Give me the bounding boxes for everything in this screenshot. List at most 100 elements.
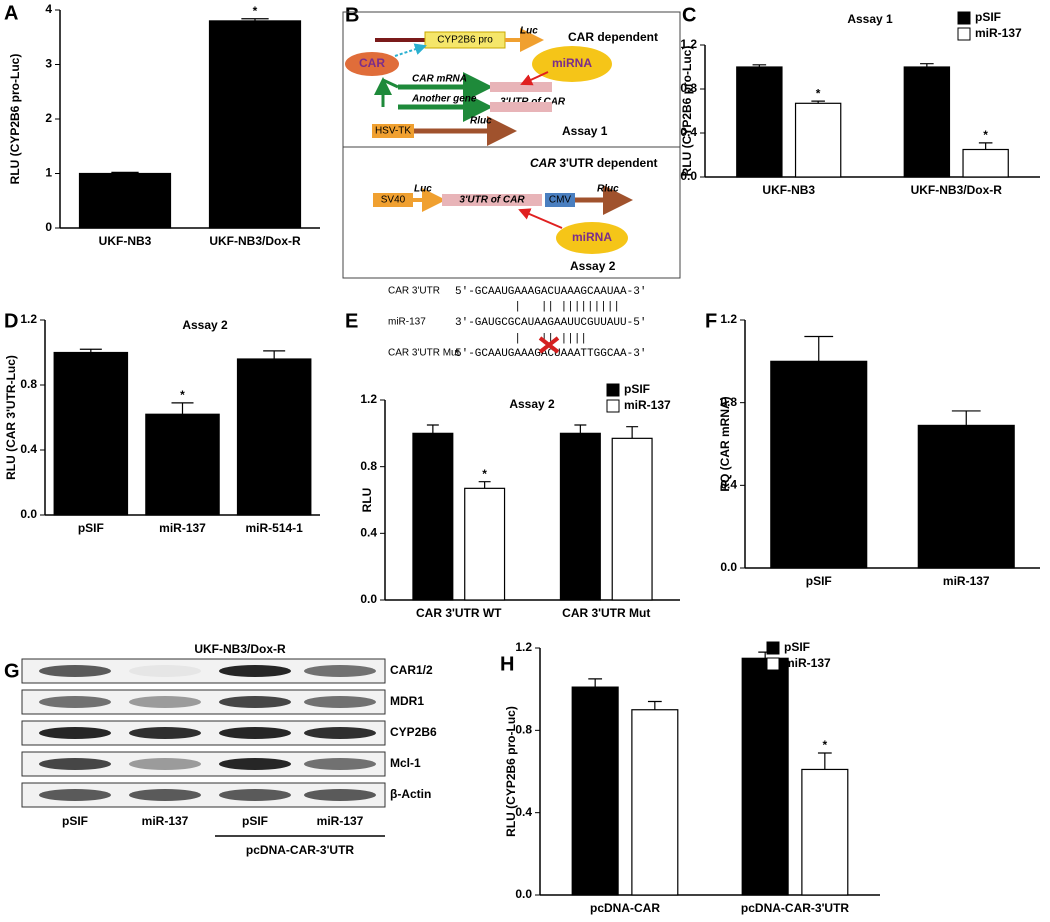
label: Rluc: [597, 184, 619, 195]
y-tick-label: 0.4: [515, 805, 532, 819]
protein-label: CYP2B6: [390, 725, 437, 739]
y-tick-label: 3: [45, 57, 52, 71]
error-bar: [626, 426, 639, 439]
arrow: [518, 208, 563, 229]
bar: [611, 437, 653, 601]
chart-title: Assay 2: [182, 318, 228, 332]
band: [304, 758, 376, 770]
x-tick-label: UKF-NB3: [99, 234, 152, 248]
significance: *: [180, 388, 185, 402]
band: [39, 789, 111, 801]
y-tick-label: 0.8: [680, 81, 697, 95]
x-tick-label: UKF-NB3: [762, 183, 815, 197]
band: [304, 665, 376, 677]
bar: [208, 20, 302, 229]
promoter: [373, 193, 413, 207]
error-bar: [817, 752, 832, 770]
bar: [464, 487, 506, 601]
band: [129, 789, 201, 801]
label: CAR: [530, 156, 556, 170]
legend-swatch: [957, 11, 971, 25]
panel-letter: D: [4, 310, 18, 332]
y-tick-label: 1.2: [680, 37, 697, 51]
band: [304, 789, 376, 801]
panel-letter: G: [4, 660, 20, 682]
diagram-b: B CYP2B6 pro Luc CAR dependent CAR miRNA…: [342, 4, 681, 279]
lane-label: pSIF: [242, 814, 268, 828]
error-bar: [804, 335, 834, 362]
band: [219, 758, 291, 770]
error-bar: [752, 64, 767, 67]
band: [219, 696, 291, 708]
y-tick-label: 0.0: [515, 887, 532, 901]
bar: [559, 432, 601, 601]
y-tick-label: 1.2: [20, 312, 37, 326]
bar: [78, 172, 172, 229]
label: Luc: [414, 184, 432, 195]
y-tick-label: 0.4: [20, 442, 37, 456]
error-bar: [978, 142, 993, 150]
legend-swatch: [606, 399, 620, 413]
error-bar: [588, 678, 603, 688]
label: CMV: [549, 195, 572, 206]
bar: [236, 358, 312, 516]
error-bar: [951, 410, 981, 426]
band: [39, 696, 111, 708]
bar: [571, 686, 619, 896]
band: [129, 696, 201, 708]
significance: *: [253, 4, 258, 18]
bar: [736, 66, 783, 178]
group-label: pcDNA-CAR-3'UTR: [246, 843, 355, 857]
lane-label: pSIF: [62, 814, 88, 828]
promoter: [545, 193, 575, 207]
error-bar: [111, 171, 139, 174]
utr: [442, 194, 542, 206]
bar: [770, 360, 868, 569]
diagram-frame: [342, 11, 681, 279]
bar: [53, 351, 129, 516]
band: [39, 758, 111, 770]
bar: [801, 768, 849, 896]
bar: [917, 424, 1015, 569]
utr: [490, 82, 552, 92]
blot-title: UKF-NB3/Dox-R: [194, 642, 286, 656]
band: [219, 727, 291, 739]
y-tick-label: 1: [45, 166, 52, 180]
y-tick-label: 1.2: [720, 312, 737, 326]
error-bar: [647, 700, 662, 710]
error-bar: [574, 424, 587, 434]
label: Assay 2: [570, 259, 616, 273]
y-tick-label: 0.8: [515, 723, 532, 737]
arrow: [394, 43, 427, 57]
significance: *: [822, 738, 827, 752]
label: Rluc: [470, 116, 492, 127]
y-tick-label: 0: [45, 220, 52, 234]
band: [219, 665, 291, 677]
error-bar: [478, 481, 491, 489]
protein-label: β-Actin: [390, 787, 431, 801]
y-tick-label: 0.0: [720, 560, 737, 574]
label: SV40: [381, 195, 406, 206]
y-tick-label: 4: [45, 2, 52, 16]
label: Luc: [520, 26, 538, 37]
sequence-label: miR-137: [388, 317, 426, 328]
protein-label: Mcl-1: [390, 756, 421, 770]
bar: [631, 709, 679, 896]
legend-label: miR-137: [624, 398, 671, 412]
x-tick-label: CAR 3'UTR WT: [416, 606, 502, 620]
y-tick-label: 2: [45, 111, 52, 125]
label: CAR 3'UTR dependent: [530, 156, 658, 170]
label: HSV-TK: [375, 126, 411, 137]
arrow: [520, 71, 549, 86]
sequence-label: CAR 3'UTR Mut: [388, 348, 460, 359]
utr: [490, 102, 552, 112]
y-tick-label: 0.0: [360, 592, 377, 606]
y-axis-label: RLU: [360, 488, 374, 513]
legend-swatch: [606, 383, 620, 397]
band: [129, 727, 201, 739]
legend-label: miR-137: [975, 26, 1022, 40]
error-bar: [171, 402, 194, 415]
label: Assay 1: [562, 124, 608, 138]
y-tick-label: 0.4: [360, 526, 377, 540]
